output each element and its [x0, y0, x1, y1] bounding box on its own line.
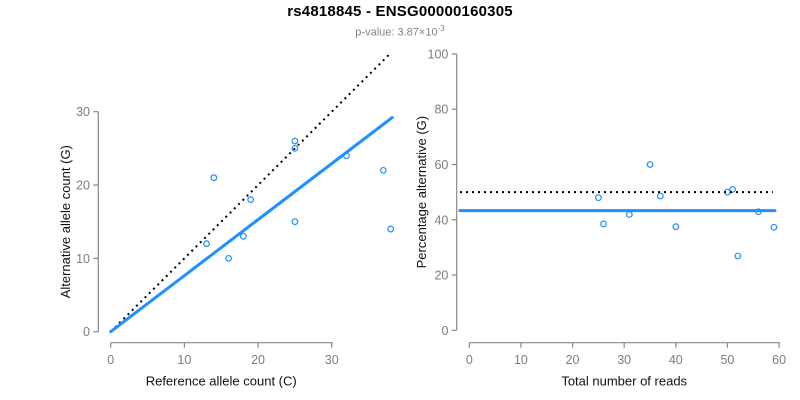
x-axis-tick-label: 20: [251, 353, 265, 367]
y-axis-title: Percentage alternative (G): [414, 116, 429, 268]
data-point: [210, 174, 218, 182]
data-point: [594, 194, 602, 202]
identity-line: [109, 52, 392, 333]
figure-subtitle: p-value: 3.87×10-3: [0, 24, 800, 39]
y-axis-tick-label: 10: [76, 252, 90, 266]
y-axis-tick-label: 20: [434, 269, 448, 283]
data-point: [225, 254, 232, 262]
data-point: [291, 137, 299, 145]
data-point: [656, 192, 664, 200]
data-point: [387, 225, 395, 233]
allele-counts-panel: 0 10 20 30 0 10 20 30 Reference allele count (C)…: [58, 52, 395, 389]
data-point: [239, 232, 247, 240]
x-axis-tick-label: 30: [325, 353, 339, 367]
x-axis-title: Reference allele count (C): [146, 374, 297, 389]
x-axis-tick-label: 40: [669, 353, 683, 367]
x-axis-title: Total number of reads: [561, 374, 687, 389]
percentage-vs-reads-panel: 0 10 20 30 40 50 60 0 20 40 60 80 100 Total number of…: [414, 47, 786, 388]
x-axis-tick-label: 30: [617, 353, 631, 367]
x-axis-tick-label: 60: [772, 353, 786, 367]
x-axis-tick-label: 20: [566, 353, 580, 367]
data-point: [729, 185, 737, 193]
y-axis-tick-label: 40: [434, 213, 448, 227]
y-axis-tick-label: 0: [441, 324, 448, 338]
y-axis-tick-label: 60: [434, 158, 448, 172]
data-point: [646, 161, 654, 168]
y-axis-title: Alternative allele count (G): [58, 145, 73, 298]
y-axis-tick-label: 0: [83, 325, 90, 339]
y-axis-tick-label: 30: [76, 105, 90, 119]
figure-title: rs4818845 - ENSG00000160305: [287, 3, 513, 20]
x-axis-tick-label: 0: [107, 353, 114, 367]
data-point: [247, 196, 255, 204]
data-point: [625, 211, 633, 218]
data-point: [672, 223, 680, 231]
pvalue-exponent: -3: [437, 24, 445, 33]
data-point: [291, 218, 299, 226]
x-axis-tick-label: 10: [514, 353, 528, 367]
data-point: [203, 240, 210, 248]
fit-line: [109, 116, 394, 334]
x-axis-tick-label: 10: [177, 353, 191, 367]
data-point: [291, 144, 299, 152]
x-axis-tick-label: 0: [466, 353, 473, 367]
data-point: [379, 166, 387, 174]
pvalue-text: p-value: 3.87×10: [355, 26, 438, 39]
x-axis-tick-label: 50: [720, 353, 734, 367]
y-axis-tick-label: 80: [434, 103, 448, 117]
y-axis-tick-label: 20: [76, 179, 90, 193]
y-axis-tick-label: 100: [428, 47, 449, 61]
data-point: [600, 220, 607, 228]
data-point: [734, 252, 742, 260]
data-point: [770, 223, 778, 231]
